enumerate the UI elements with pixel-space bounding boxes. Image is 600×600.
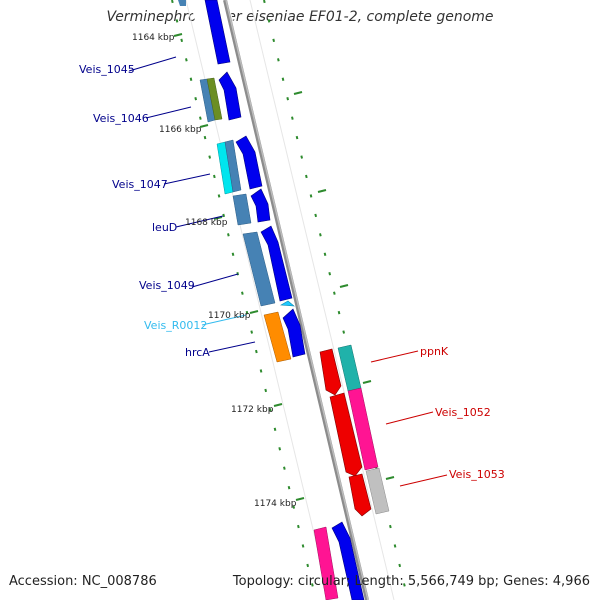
gene-arrow-veis-1052 xyxy=(329,392,363,477)
inner-tick-ring xyxy=(171,0,317,600)
gene-arrow-ppnk xyxy=(319,348,342,396)
major-tick xyxy=(385,476,395,480)
leader-line xyxy=(370,350,419,363)
cog-box xyxy=(347,387,379,471)
major-tick xyxy=(362,380,372,384)
leader-line xyxy=(399,474,448,487)
gene-label-veis-r0012[interactable]: Veis_R0012 xyxy=(144,319,207,332)
gene-arrow-veis-1047 xyxy=(235,135,263,190)
genome-backbone-highlight xyxy=(225,0,369,600)
gene-arrow-veis-1046 xyxy=(218,71,242,121)
gene-arrow-veis-1053 xyxy=(348,473,372,517)
gene-label-ppnk[interactable]: ppnK xyxy=(420,345,449,358)
cog-box xyxy=(232,193,252,226)
scale-label: 1166 kbp xyxy=(159,125,202,135)
cog-box xyxy=(263,311,292,363)
accession-text: Accession: NC_008786 xyxy=(9,574,157,589)
gene-arrow-veis-1049 xyxy=(260,225,293,302)
gene-label-hrca[interactable]: hrcA xyxy=(185,346,210,359)
major-tick xyxy=(317,189,327,193)
outer-tick-ring xyxy=(263,0,409,600)
major-tick xyxy=(273,403,283,407)
gene-label-veis-1047[interactable]: Veis_1047 xyxy=(112,178,168,191)
leader-line xyxy=(128,56,177,72)
cog-box xyxy=(313,526,339,600)
forward-strand-genes xyxy=(204,0,365,600)
scale-label: 1168 kbp xyxy=(185,218,228,228)
label-leaders xyxy=(128,56,448,487)
leader-line xyxy=(145,106,192,119)
leader-line xyxy=(208,341,256,353)
scale-label: 1172 kbp xyxy=(231,405,274,415)
cog-box xyxy=(178,0,186,6)
scale-label: 1170 kbp xyxy=(208,311,251,321)
cog-box xyxy=(242,231,276,307)
leader-line xyxy=(201,314,247,326)
major-tick xyxy=(295,497,305,501)
cog-box xyxy=(337,344,362,392)
major-tick xyxy=(213,216,223,220)
major-tick xyxy=(249,310,259,314)
cog-forward-boxes xyxy=(178,0,339,600)
gene-label-veis-1045[interactable]: Veis_1045 xyxy=(79,63,135,76)
cog-box xyxy=(224,139,242,193)
gene-label-veis-1053[interactable]: Veis_1053 xyxy=(449,468,505,481)
scale-label: 1164 kbp xyxy=(132,33,175,43)
genome-backbone xyxy=(223,0,369,600)
cog-box xyxy=(206,77,223,121)
major-tick xyxy=(339,284,349,288)
gene-labels: Veis_1045 Veis_1046 Veis_1047 leuD Veis_… xyxy=(79,63,505,481)
gene-arrow-veis-r0012 xyxy=(280,300,295,307)
gene-label-veis-1052[interactable]: Veis_1052 xyxy=(435,406,491,419)
scale-labels: 1164 kbp 1166 kbp 1168 kbp 1170 kbp 1172… xyxy=(132,33,297,509)
leader-line xyxy=(175,215,224,228)
topology-text: Topology: circular; Length: 5,566,749 bp… xyxy=(232,574,590,589)
leader-line xyxy=(163,173,211,185)
gene-arrow-hrca xyxy=(282,308,306,358)
cog-reverse-boxes xyxy=(337,344,390,515)
scale-label: 1174 kbp xyxy=(254,499,297,509)
leader-line xyxy=(191,273,239,288)
scale-major-ticks xyxy=(173,33,395,501)
gene-label-veis-1046[interactable]: Veis_1046 xyxy=(93,112,149,125)
gene-arrow-veis-1045 xyxy=(204,0,231,65)
major-tick xyxy=(293,91,303,95)
leader-line xyxy=(385,411,434,425)
cog-box xyxy=(365,467,390,515)
major-tick xyxy=(173,33,183,37)
outer-ring-outline xyxy=(249,0,395,600)
gene-arrow-bottom-forward xyxy=(331,521,365,600)
major-tick xyxy=(199,124,209,128)
gene-label-leud[interactable]: leuD xyxy=(152,221,177,234)
gene-arrow-leud xyxy=(250,188,271,223)
reverse-strand-genes xyxy=(319,348,372,517)
gene-label-veis-1049[interactable]: Veis_1049 xyxy=(139,279,195,292)
